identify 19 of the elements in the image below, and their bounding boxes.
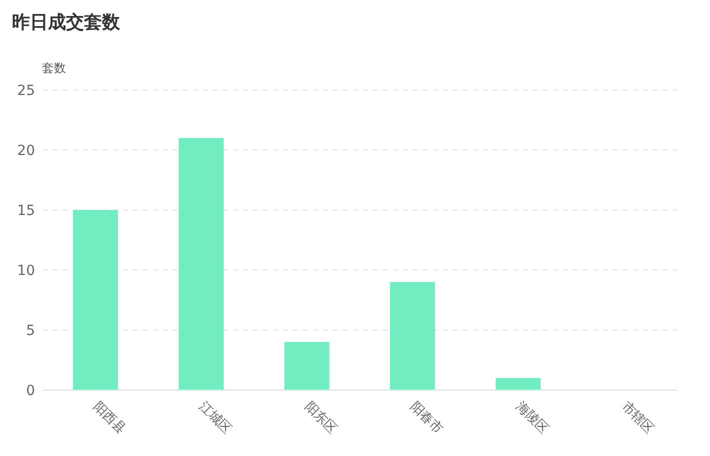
y-tick-label: 25: [17, 82, 35, 99]
y-axis-title: 套数: [42, 60, 66, 77]
bar: [178, 138, 224, 390]
y-tick-label: 15: [17, 202, 35, 219]
bar: [390, 282, 435, 390]
x-tick-label: 江城区: [196, 399, 234, 438]
bar: [284, 342, 330, 390]
bar: [73, 210, 118, 390]
x-tick-label: 阳东区: [302, 399, 340, 438]
bar: [496, 378, 541, 390]
y-tick-label: 20: [17, 142, 35, 159]
y-tick-label: 0: [26, 382, 35, 399]
x-tick-label: 海陵区: [512, 399, 552, 438]
x-tick-label: 阳西县: [90, 399, 128, 438]
x-tick-label: 阳春市: [407, 399, 446, 438]
y-tick-label: 5: [26, 322, 35, 339]
x-tick-label: 市辖区: [618, 399, 657, 438]
y-tick-label: 10: [17, 262, 35, 279]
chart-title: 昨日成交套数: [12, 11, 120, 34]
